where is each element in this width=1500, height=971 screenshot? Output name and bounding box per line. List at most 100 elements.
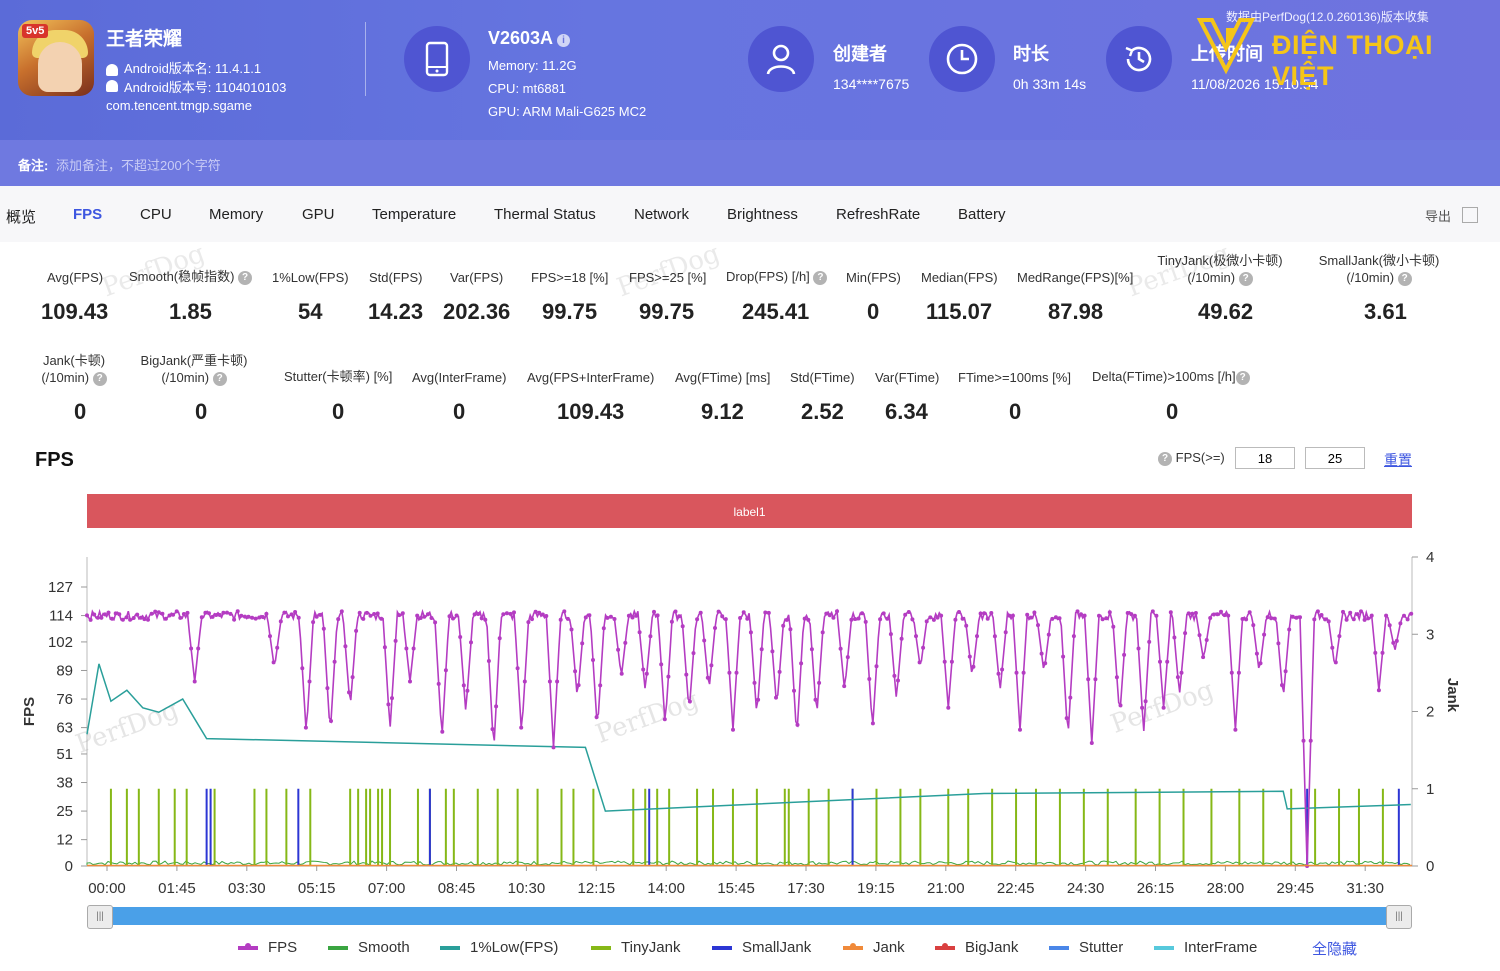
fps-point: [128, 617, 133, 622]
fps-point: [677, 614, 682, 619]
tab-cpu[interactable]: CPU: [140, 206, 172, 223]
hide-all-button[interactable]: 全隐藏: [1312, 941, 1358, 958]
legend-dot: [245, 943, 251, 950]
help-icon[interactable]: ?: [1397, 271, 1412, 286]
fps-point: [623, 640, 628, 645]
legend-item-tinyjank[interactable]: TinyJank: [591, 939, 680, 956]
remark-label: 备注:: [18, 158, 49, 173]
fps-point: [691, 651, 696, 656]
x-tick-label: 24:30: [1067, 880, 1105, 897]
android-icon: [106, 80, 118, 92]
tab-refreshrate[interactable]: RefreshRate: [836, 206, 921, 223]
fps-point: [1219, 609, 1223, 614]
fps-point: [354, 628, 359, 633]
fps-point: [824, 611, 829, 616]
y-tick-label-left: 102: [48, 634, 73, 651]
fps-point: [454, 613, 459, 618]
fps-point: [1193, 611, 1198, 615]
legend-item-fps[interactable]: FPS: [238, 939, 297, 956]
fps-point: [149, 611, 154, 616]
fps-point: [192, 679, 197, 684]
reset-button[interactable]: 重置: [1384, 452, 1412, 468]
fps-point: [429, 616, 434, 620]
fps-threshold-label: ? FPS(>=): [1158, 450, 1225, 466]
fps-point: [1222, 613, 1227, 618]
legend-item-bigjank[interactable]: BigJank: [935, 939, 1018, 956]
fps-point: [171, 612, 176, 617]
legend-item-stutter[interactable]: Stutter: [1049, 939, 1123, 956]
fps-point: [465, 688, 470, 693]
help-icon[interactable]: ?: [212, 371, 227, 386]
metric-label-min-fps: Min(FPS): [846, 270, 901, 285]
fps-point: [1071, 634, 1076, 639]
legend-item-interframe[interactable]: InterFrame: [1154, 939, 1257, 956]
legend-item-smalljank[interactable]: SmallJank: [712, 939, 811, 956]
x-tick-label: 22:45: [997, 880, 1035, 897]
scroll-handle-left[interactable]: |||: [87, 905, 113, 929]
legend-item-low1[interactable]: 1%Low(FPS): [440, 939, 558, 956]
legend-swatch-tinyjank: [591, 946, 611, 951]
help-icon[interactable]: ?: [813, 270, 828, 285]
remark-input[interactable]: 添加备注，不超过200个字符: [56, 158, 221, 173]
x-tick-label: 14:00: [647, 880, 685, 897]
fps-point: [1330, 645, 1335, 650]
metric-value-ftime100: 0: [1009, 399, 1022, 424]
help-icon[interactable]: ?: [238, 270, 253, 285]
tab-overview[interactable]: 概览: [6, 209, 37, 226]
watermark-logo-icon: [1196, 18, 1256, 75]
tab-battery[interactable]: Battery: [958, 206, 1006, 223]
tab-network[interactable]: Network: [634, 206, 690, 223]
metric-label-avg-fps: Avg(FPS): [47, 270, 104, 285]
metric-label-smalljank-unit: (/10min): [1346, 270, 1395, 285]
help-icon[interactable]: ?: [1158, 451, 1172, 466]
fps-point: [1366, 616, 1371, 621]
export-button[interactable]: 导出: [1425, 209, 1452, 224]
fps-point: [1344, 617, 1349, 622]
fps-point: [497, 636, 502, 641]
fps-point: [687, 699, 692, 704]
timeline-scrollbar[interactable]: [87, 907, 1412, 925]
y-tick-label-left: 25: [56, 803, 73, 820]
x-tick-label: 19:15: [857, 880, 895, 897]
scroll-handle-right[interactable]: |||: [1386, 905, 1412, 929]
fps-threshold-low-input[interactable]: [1235, 447, 1295, 469]
fps-point: [1276, 641, 1281, 646]
fps-point: [544, 614, 549, 618]
fps-point: [207, 611, 211, 616]
fps-point: [583, 615, 588, 620]
fps-point: [1351, 617, 1356, 622]
legend-item-smooth[interactable]: Smooth: [328, 939, 410, 956]
fps-point: [1240, 617, 1245, 621]
help-icon[interactable]: ?: [1235, 370, 1250, 385]
tab-fps[interactable]: FPS: [73, 206, 103, 223]
label-bar[interactable]: label1: [87, 494, 1412, 528]
x-tick-label: 08:45: [438, 880, 476, 897]
fps-point: [167, 613, 172, 618]
fps-point: [196, 646, 201, 651]
fps-point: [1190, 611, 1195, 616]
fps-point: [845, 655, 850, 660]
chart-legend: FPS Smooth 1%Low(FPS) TinyJank SmallJank…: [0, 937, 1500, 961]
tab-gpu[interactable]: GPU: [302, 206, 335, 223]
legend-item-jank[interactable]: Jank: [843, 939, 905, 956]
tab-thermal-status[interactable]: Thermal Status: [494, 206, 596, 223]
info-icon[interactable]: i: [557, 34, 571, 47]
fps-point: [1021, 670, 1026, 675]
fps-point: [1215, 612, 1220, 617]
remark-bar: 备注: 添加备注，不超过200个字符: [0, 140, 1500, 186]
help-icon[interactable]: ?: [1238, 271, 1253, 286]
help-icon[interactable]: ?: [92, 371, 107, 386]
fps-point: [856, 616, 861, 621]
tab-memory[interactable]: Memory: [209, 206, 264, 223]
fps-point: [939, 613, 944, 618]
legend-swatch-smalljank: [712, 946, 732, 951]
fps-threshold-high-input[interactable]: [1305, 447, 1365, 469]
fps-point: [228, 611, 233, 616]
export-icon[interactable]: [1462, 207, 1478, 223]
x-tick-label: 10:30: [508, 880, 546, 897]
fps-point: [770, 649, 775, 654]
metric-label-bigjank: BigJank(严重卡顿) (/10min) ?: [138, 352, 250, 386]
tab-temperature[interactable]: Temperature: [372, 206, 457, 223]
tab-brightness[interactable]: Brightness: [727, 206, 798, 223]
